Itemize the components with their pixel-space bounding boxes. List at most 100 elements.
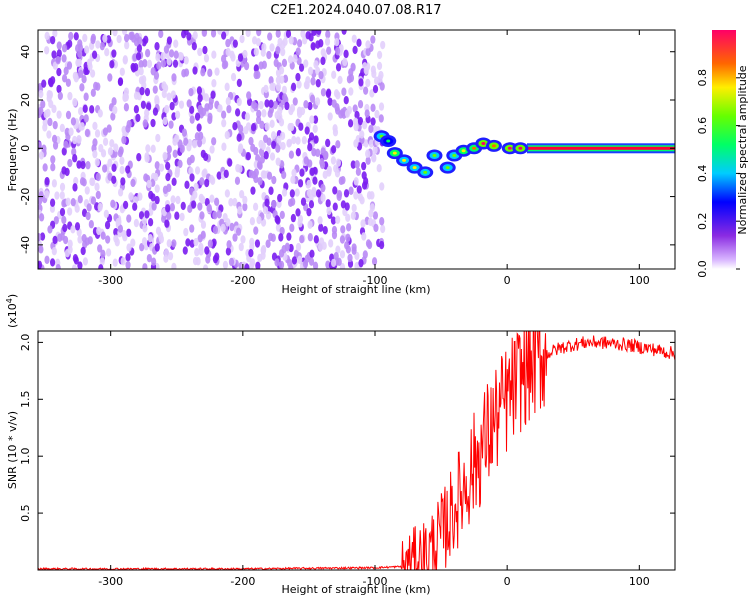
noise-speckle <box>207 68 213 78</box>
noise-speckle <box>156 61 162 70</box>
noise-speckle <box>191 42 197 51</box>
noise-speckle <box>278 118 285 127</box>
noise-speckle <box>168 120 174 129</box>
noise-speckle <box>286 232 292 241</box>
noise-speckle <box>98 264 104 269</box>
snr-x-tick-label: 0 <box>504 575 511 588</box>
noise-speckle <box>374 109 380 119</box>
noise-speckle <box>320 147 326 156</box>
noise-speckle <box>44 177 50 186</box>
noise-speckle <box>50 76 56 85</box>
noise-speckle <box>121 30 128 36</box>
noise-speckle <box>285 30 292 39</box>
noise-speckle <box>270 131 277 140</box>
snr-y-tick-label: 2.0 <box>19 334 32 352</box>
noise-speckle <box>136 44 143 53</box>
noise-speckle <box>67 207 73 216</box>
noise-speckle <box>94 158 100 167</box>
noise-speckle <box>304 126 310 135</box>
noise-speckle <box>128 31 134 41</box>
noise-speckle <box>232 121 238 131</box>
noise-speckle <box>237 145 243 154</box>
noise-speckle <box>306 207 312 217</box>
noise-speckle <box>162 116 168 126</box>
noise-speckle <box>298 122 304 131</box>
noise-speckle <box>59 207 66 217</box>
noise-speckle <box>281 188 288 197</box>
noise-speckle <box>262 134 269 144</box>
noise-speckle <box>245 151 251 161</box>
noise-speckle <box>49 258 56 267</box>
noise-speckle <box>59 182 66 192</box>
noise-speckle <box>184 180 190 190</box>
noise-speckle <box>94 182 100 192</box>
noise-speckle <box>42 118 48 127</box>
noise-speckle <box>312 124 318 134</box>
noise-speckle <box>253 174 259 184</box>
noise-speckle <box>193 237 199 247</box>
noise-speckle <box>104 48 110 57</box>
spectrogram-y-tick-label: 0 <box>19 145 32 152</box>
snr-y-tick-label: 0.5 <box>19 504 32 522</box>
noise-speckle <box>258 139 264 149</box>
noise-speckle <box>202 45 208 55</box>
noise-speckle <box>142 216 148 225</box>
noise-speckle <box>307 233 313 242</box>
noise-speckle <box>180 201 186 211</box>
noise-speckle <box>164 219 170 228</box>
noise-speckle <box>315 148 321 158</box>
noise-speckle <box>201 169 207 178</box>
noise-speckle <box>351 34 357 43</box>
noise-speckle <box>172 149 178 159</box>
noise-speckle <box>80 160 86 170</box>
noise-speckle <box>295 242 302 252</box>
noise-speckle <box>44 31 50 41</box>
noise-speckle <box>206 203 212 213</box>
spectrogram-x-label: Height of straight line (km) <box>281 283 430 296</box>
noise-speckle <box>38 151 45 160</box>
noise-speckle <box>282 37 288 47</box>
noise-speckle <box>309 249 315 258</box>
noise-speckle <box>183 56 189 65</box>
noise-speckle <box>96 226 102 236</box>
noise-speckle <box>348 68 354 77</box>
colorbar-gradient <box>712 30 736 269</box>
noise-speckle <box>243 125 249 135</box>
noise-speckle <box>275 46 281 55</box>
noise-speckle <box>111 175 117 185</box>
noise-speckle <box>121 229 127 239</box>
noise-speckle <box>242 49 248 59</box>
noise-speckle <box>262 205 269 215</box>
noise-speckle <box>217 104 223 113</box>
spectrogram-y-tick-label: 20 <box>19 93 32 107</box>
noise-speckle <box>205 255 211 264</box>
noise-speckle <box>267 109 273 118</box>
noise-speckle <box>111 163 117 173</box>
noise-speckle <box>254 239 261 248</box>
noise-speckle <box>289 103 296 113</box>
noise-speckle <box>320 48 326 57</box>
noise-speckle <box>330 258 337 268</box>
noise-speckle <box>56 110 62 119</box>
noise-speckle <box>63 140 69 149</box>
noise-speckle <box>253 168 259 177</box>
noise-speckle <box>302 36 308 45</box>
noise-speckle <box>150 118 156 128</box>
noise-speckle <box>142 263 148 269</box>
noise-speckle <box>279 210 285 220</box>
noise-speckle <box>119 165 125 175</box>
spectrogram-x-tick-label: -100 <box>363 274 388 287</box>
noise-speckle <box>249 217 255 226</box>
noise-speckle <box>275 157 281 166</box>
noise-speckle <box>221 110 227 119</box>
feature-core <box>452 154 457 158</box>
noise-speckle <box>264 122 270 131</box>
noise-speckle <box>281 85 288 95</box>
noise-speckle <box>216 171 222 180</box>
noise-speckle <box>157 231 164 240</box>
noise-speckle <box>80 246 86 256</box>
noise-speckle <box>95 40 101 49</box>
noise-speckle <box>110 199 116 208</box>
noise-speckle <box>335 140 341 149</box>
